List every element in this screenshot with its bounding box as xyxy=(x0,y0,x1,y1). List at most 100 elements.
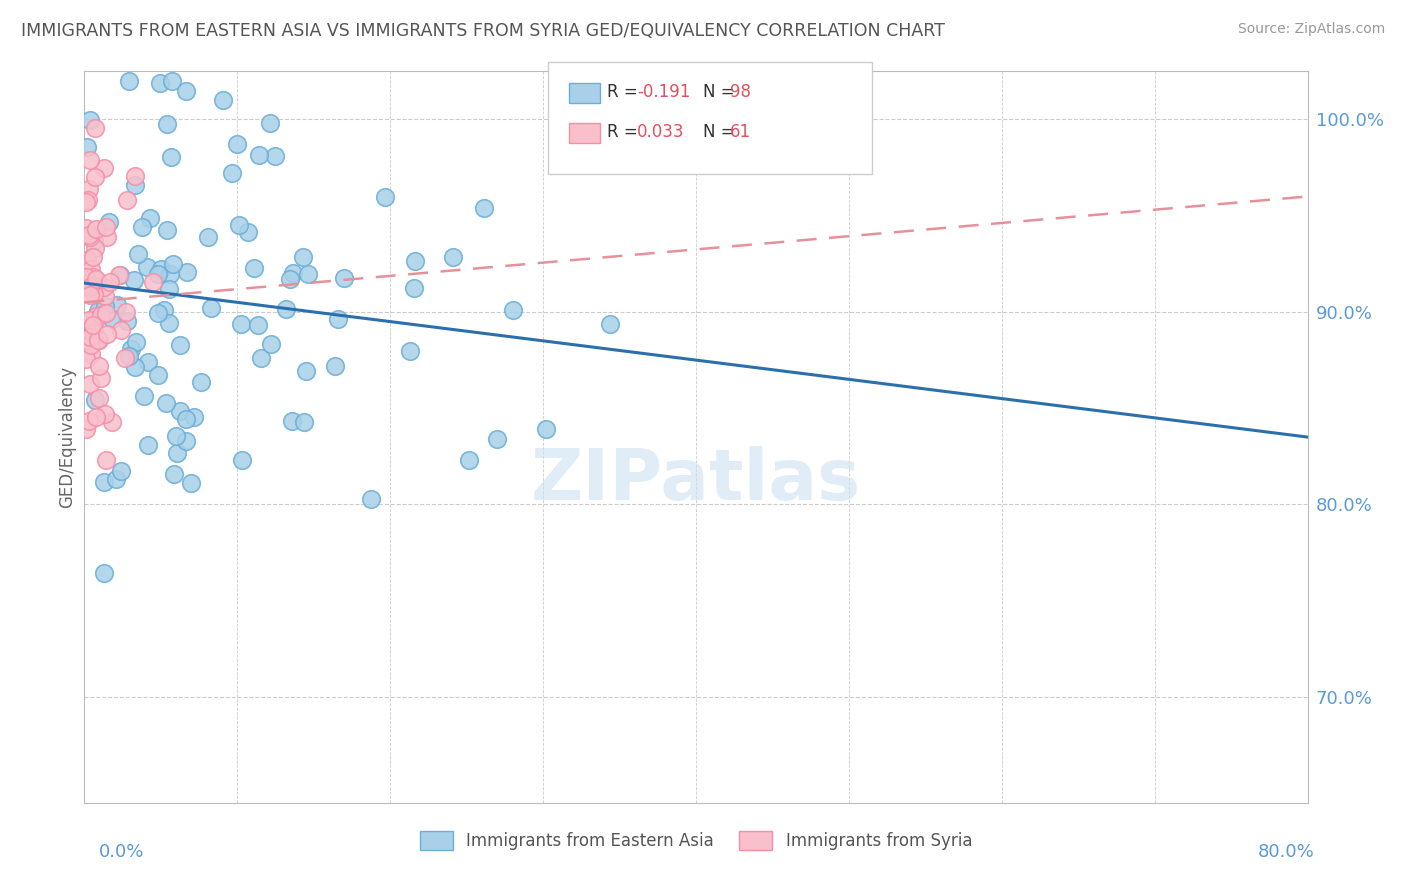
Text: N =: N = xyxy=(703,123,740,141)
Text: ZIPatlas: ZIPatlas xyxy=(531,447,860,516)
Point xyxy=(200,301,222,316)
Point xyxy=(231,453,253,467)
Point xyxy=(98,215,121,229)
Point xyxy=(84,410,107,425)
Point xyxy=(96,230,118,244)
Point xyxy=(228,218,250,232)
Point xyxy=(76,275,98,289)
Point xyxy=(105,297,128,311)
Point xyxy=(98,276,121,290)
Point xyxy=(96,326,118,341)
Point xyxy=(156,222,179,236)
Point xyxy=(83,287,105,301)
Point xyxy=(264,149,287,163)
Point xyxy=(146,368,169,383)
Point xyxy=(190,375,212,389)
Point xyxy=(441,250,464,264)
Point xyxy=(83,320,105,334)
Point xyxy=(297,267,319,281)
Point xyxy=(86,330,108,344)
Point xyxy=(110,465,132,479)
Point xyxy=(399,343,422,358)
Point xyxy=(79,112,101,127)
Point xyxy=(94,453,117,467)
Point xyxy=(83,392,105,407)
Point xyxy=(221,166,243,180)
Point xyxy=(94,289,117,303)
Point xyxy=(174,84,197,98)
Point xyxy=(162,74,184,88)
Point xyxy=(79,229,101,244)
Point xyxy=(93,299,115,313)
Point xyxy=(136,355,159,369)
Point xyxy=(110,323,132,337)
Point xyxy=(114,351,136,365)
Point xyxy=(127,247,149,261)
Point xyxy=(115,305,138,319)
Point xyxy=(155,396,177,410)
Point xyxy=(138,438,160,452)
Point xyxy=(124,360,146,375)
Point xyxy=(326,312,349,326)
Text: 98: 98 xyxy=(730,83,751,101)
Point xyxy=(79,280,101,294)
Point xyxy=(174,434,197,448)
Point xyxy=(152,302,174,317)
Point xyxy=(169,404,191,418)
Text: Source: ZipAtlas.com: Source: ZipAtlas.com xyxy=(1237,22,1385,37)
Point xyxy=(77,313,100,327)
Point xyxy=(100,312,122,326)
Point xyxy=(281,266,304,280)
Point xyxy=(176,412,198,426)
Point xyxy=(93,280,115,294)
Point xyxy=(94,306,117,320)
Point xyxy=(84,272,107,286)
Point xyxy=(225,136,247,151)
Point xyxy=(404,281,426,295)
Point xyxy=(146,305,169,319)
Point xyxy=(333,271,356,285)
Point xyxy=(458,453,481,467)
Point xyxy=(75,221,97,235)
Point xyxy=(77,182,100,196)
Point xyxy=(107,268,129,283)
Point xyxy=(77,193,100,207)
Point xyxy=(165,429,187,443)
Point xyxy=(197,229,219,244)
Point xyxy=(118,74,141,88)
Point xyxy=(247,148,270,162)
Point xyxy=(84,169,107,184)
Point xyxy=(292,415,315,429)
Point xyxy=(125,334,148,349)
Point xyxy=(131,220,153,235)
Point xyxy=(75,270,97,285)
Point xyxy=(502,303,524,318)
Point xyxy=(94,407,117,421)
Text: 61: 61 xyxy=(730,123,751,141)
Point xyxy=(166,446,188,460)
Point xyxy=(115,193,138,207)
Point xyxy=(360,491,382,506)
Point xyxy=(149,262,172,277)
Point xyxy=(79,153,101,168)
Point xyxy=(157,282,180,296)
Text: 0.0%: 0.0% xyxy=(98,843,143,861)
Point xyxy=(599,318,621,332)
Point xyxy=(278,271,301,285)
Point xyxy=(93,566,115,580)
Point xyxy=(124,178,146,192)
Point xyxy=(87,280,110,294)
Point xyxy=(89,359,111,373)
Text: IMMIGRANTS FROM EASTERN ASIA VS IMMIGRANTS FROM SYRIA GED/EQUIVALENCY CORRELATIO: IMMIGRANTS FROM EASTERN ASIA VS IMMIGRAN… xyxy=(21,22,945,40)
Point xyxy=(280,413,302,427)
Point xyxy=(75,422,97,436)
Point xyxy=(229,317,252,331)
Point xyxy=(534,422,557,436)
Point xyxy=(90,308,112,322)
Point xyxy=(94,220,117,235)
Point xyxy=(84,120,107,135)
Point xyxy=(84,309,107,323)
Point xyxy=(79,288,101,302)
Point xyxy=(259,116,281,130)
Point xyxy=(80,338,103,352)
